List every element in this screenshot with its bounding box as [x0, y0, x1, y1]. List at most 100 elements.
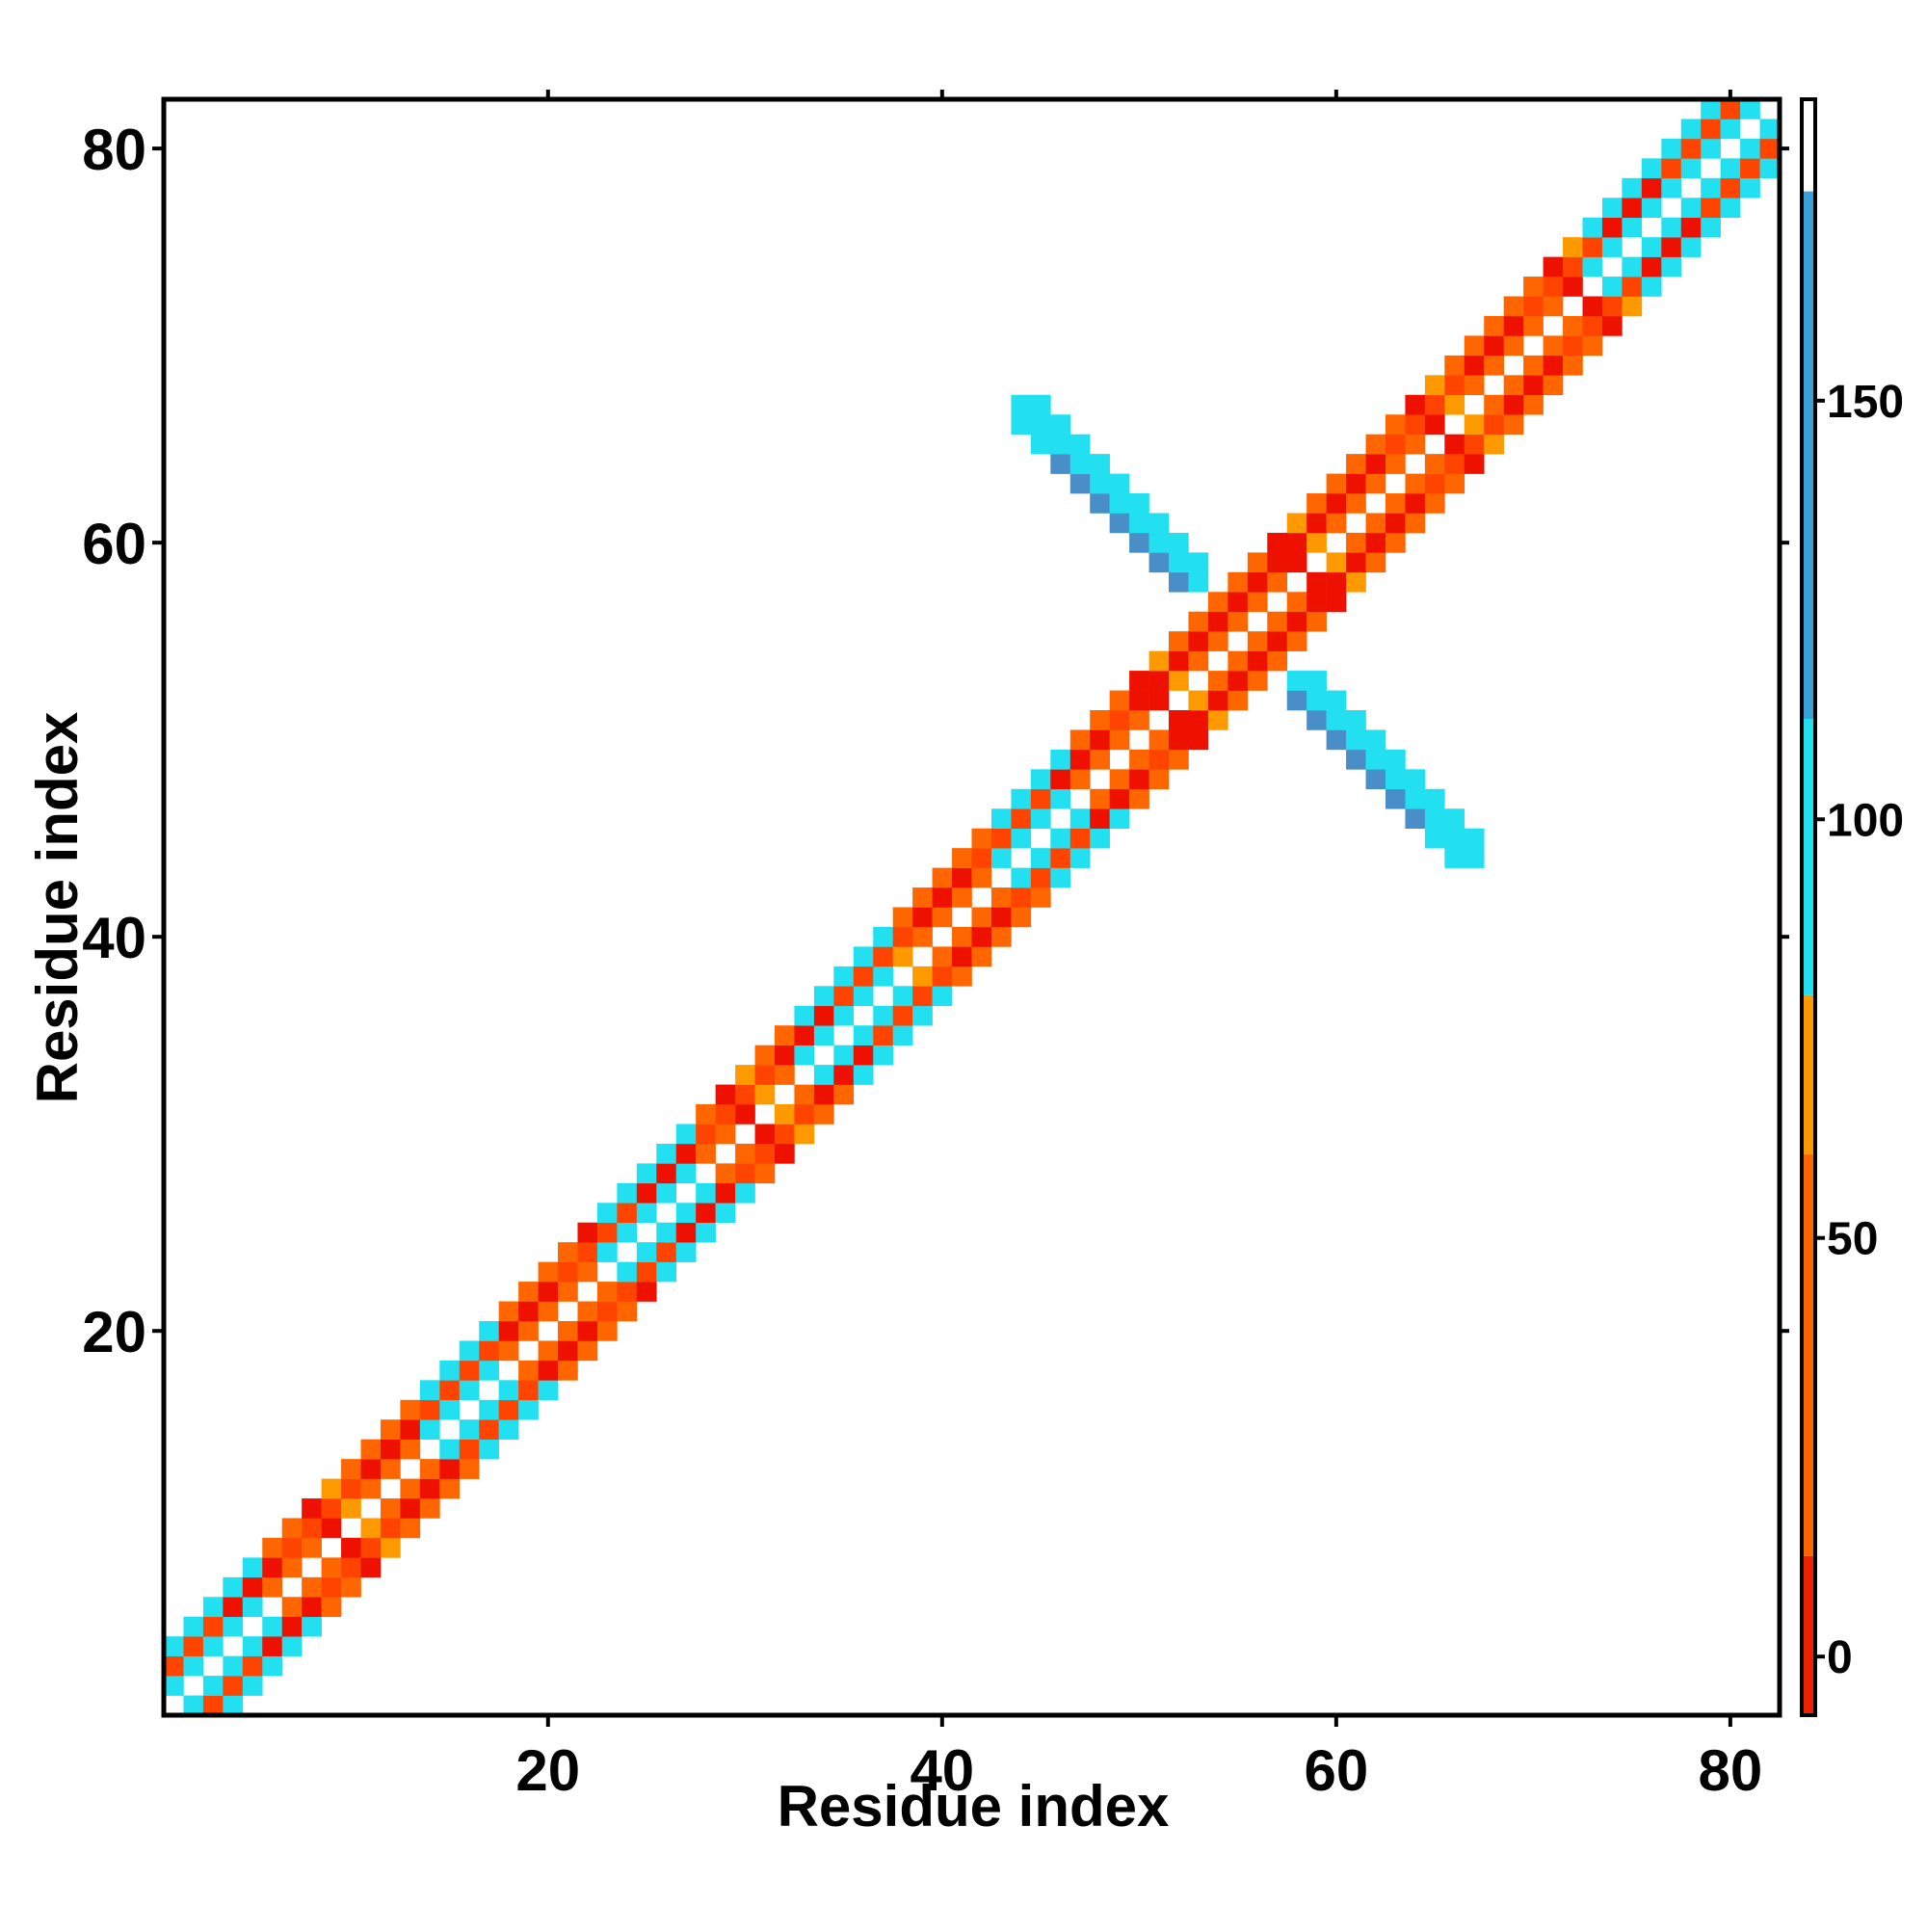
heatmap-cell	[1050, 828, 1071, 849]
heatmap-cell	[1307, 671, 1327, 691]
heatmap-cell	[1326, 690, 1347, 711]
heatmap-cell	[971, 946, 992, 967]
heatmap-cell	[675, 1124, 697, 1145]
heatmap-cell	[1543, 375, 1564, 396]
heatmap-cell	[1444, 473, 1465, 494]
heatmap-cell	[1148, 749, 1170, 770]
heatmap-cell	[774, 1045, 795, 1066]
heatmap-cell	[558, 1340, 578, 1362]
heatmap-cell	[1069, 769, 1091, 790]
heatmap-cell	[1188, 631, 1209, 651]
heatmap-cell	[1464, 848, 1485, 868]
heatmap-cell	[715, 1104, 736, 1125]
heatmap-cell	[360, 1537, 382, 1558]
heatmap-cell	[1464, 454, 1485, 474]
heatmap-cell	[1326, 709, 1347, 730]
heatmap-cell	[1129, 690, 1149, 711]
heatmap-cell	[1109, 709, 1130, 730]
heatmap-cell	[1090, 473, 1110, 494]
heatmap-cell	[794, 1005, 815, 1026]
heatmap-cell	[1523, 315, 1544, 336]
heatmap-cell	[1069, 828, 1091, 849]
heatmap-cell	[1090, 749, 1110, 770]
heatmap-cell	[1701, 177, 1721, 198]
heatmap-cell	[242, 1576, 263, 1598]
heatmap-cell	[1582, 237, 1603, 257]
heatmap-cell	[1346, 749, 1366, 770]
heatmap-cell	[1030, 434, 1051, 455]
heatmap-cell	[1444, 454, 1465, 474]
heatmap-cell	[1267, 611, 1288, 632]
heatmap-cell	[1405, 808, 1426, 829]
heatmap-cell	[952, 966, 972, 987]
heatmap-cell	[1661, 217, 1682, 238]
heatmap-cell	[1464, 434, 1485, 455]
heatmap-cell	[1424, 414, 1445, 435]
heatmap-cell	[794, 1084, 815, 1105]
heatmap-cell	[183, 1655, 204, 1677]
heatmap-cell	[1326, 493, 1347, 514]
heatmap-cell	[990, 887, 1012, 908]
heatmap-cell	[558, 1360, 578, 1381]
heatmap-cell	[833, 1045, 855, 1066]
heatmap-cell	[202, 1616, 224, 1637]
heatmap-cell	[675, 1163, 697, 1184]
heatmap-cell	[1503, 414, 1524, 435]
heatmap-cell	[735, 1084, 755, 1105]
heatmap-cell	[596, 1282, 618, 1302]
heatmap-cell	[1444, 394, 1465, 415]
heatmap-cell	[1503, 296, 1524, 317]
heatmap-cell	[419, 1478, 440, 1499]
heatmap-cell	[341, 1557, 361, 1578]
colorbar-band	[1802, 1555, 1815, 1715]
heatmap-cell	[1090, 808, 1110, 829]
heatmap-cell	[636, 1182, 657, 1204]
heatmap-cell	[341, 1459, 361, 1479]
heatmap-cell	[498, 1399, 519, 1420]
heatmap-cell	[479, 1419, 499, 1440]
heatmap-cell	[833, 986, 855, 1007]
heatmap-cell	[202, 1636, 224, 1656]
heatmap-cell	[656, 1242, 677, 1262]
heatmap-cell	[892, 986, 913, 1007]
heatmap-cell	[636, 1261, 657, 1283]
heatmap-cell	[1523, 277, 1544, 297]
heatmap-cell	[1346, 571, 1366, 593]
heatmap-cell	[479, 1399, 499, 1420]
heatmap-cell	[1090, 709, 1110, 730]
heatmap-cell	[498, 1340, 519, 1362]
heatmap-cell	[439, 1478, 461, 1499]
heatmap-cell	[735, 1143, 755, 1164]
heatmap-cell	[1129, 769, 1149, 790]
heatmap-cell	[1641, 158, 1662, 179]
colorbar: 0 50 100 150	[1800, 97, 1904, 1717]
heatmap-cell	[892, 1025, 913, 1045]
heatmap-cell	[1050, 414, 1071, 435]
heatmap-cell	[1050, 454, 1071, 474]
heatmap-cell	[302, 1498, 322, 1519]
heatmap-cell	[439, 1399, 461, 1420]
heatmap-cell	[202, 1695, 224, 1716]
heatmap-cell	[952, 867, 972, 888]
heatmap-cell	[164, 1636, 184, 1656]
heatmap-cell	[1405, 493, 1426, 514]
heatmap-cell	[636, 1163, 657, 1184]
x-tick-label: 40	[910, 1738, 974, 1803]
heatmap-cell	[498, 1419, 519, 1440]
heatmap-cell	[754, 1163, 776, 1184]
heatmap-cell	[1286, 690, 1307, 711]
heatmap-cell	[1503, 375, 1524, 396]
heatmap-cell	[202, 1676, 224, 1696]
heatmap-cell	[1622, 277, 1643, 297]
colorbar-tick-label: 150	[1827, 377, 1904, 428]
heatmap-cell	[754, 1065, 776, 1085]
heatmap-cell	[656, 1261, 677, 1283]
heatmap-cell	[596, 1242, 618, 1262]
heatmap-cell	[833, 1065, 855, 1085]
heatmap-cell	[1109, 493, 1130, 514]
heatmap-cell	[1267, 552, 1288, 573]
heatmap-cell	[1740, 177, 1760, 198]
heatmap-cell	[1326, 571, 1347, 593]
heatmap-cell	[596, 1222, 618, 1243]
y-axis-title: Residue index	[25, 712, 90, 1104]
